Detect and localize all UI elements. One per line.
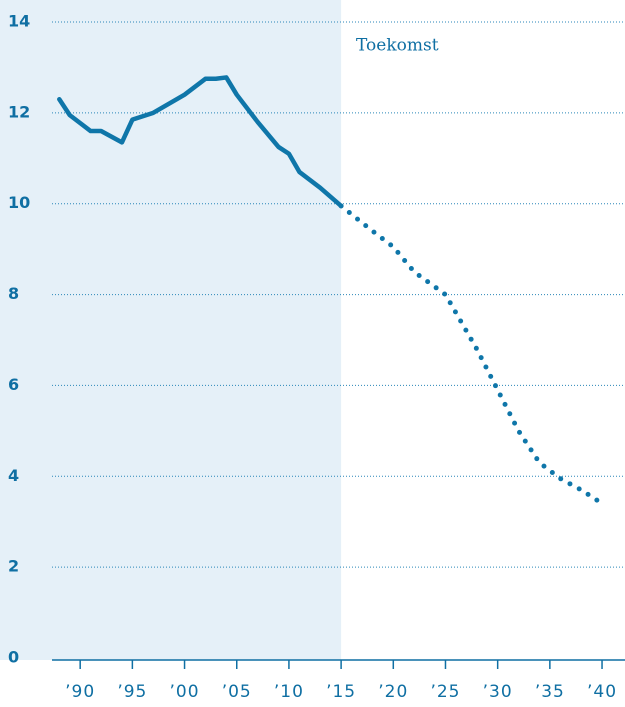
x-tick-label: ’20	[378, 682, 408, 702]
x-tick-label: ’35	[535, 682, 565, 702]
x-tick-label: ’05	[222, 682, 252, 702]
x-tick-label: ’00	[170, 682, 200, 702]
y-tick-label: 0	[8, 648, 19, 667]
x-tick-label: ’40	[587, 682, 617, 702]
shaded-region	[0, 0, 342, 660]
x-tick-label: ’15	[326, 682, 356, 702]
x-tick-label: ’90	[65, 682, 95, 702]
line-series	[338, 203, 605, 507]
x-tick-label: ’30	[483, 682, 513, 702]
x-tick-label: ’95	[117, 682, 147, 702]
y-tick-label: 2	[8, 557, 19, 576]
annotation: Toekomst	[356, 36, 439, 56]
y-tick-label: 10	[8, 193, 30, 212]
y-tick-label: 4	[8, 466, 19, 485]
y-tick-label: 8	[8, 284, 19, 303]
y-tick-label: 6	[8, 375, 19, 394]
x-tick-label: ’25	[430, 682, 460, 702]
y-tick-label: 12	[8, 102, 30, 121]
y-tick-label: 14	[8, 12, 30, 31]
line-series	[57, 75, 344, 209]
x-tick-label: ’10	[274, 682, 304, 702]
